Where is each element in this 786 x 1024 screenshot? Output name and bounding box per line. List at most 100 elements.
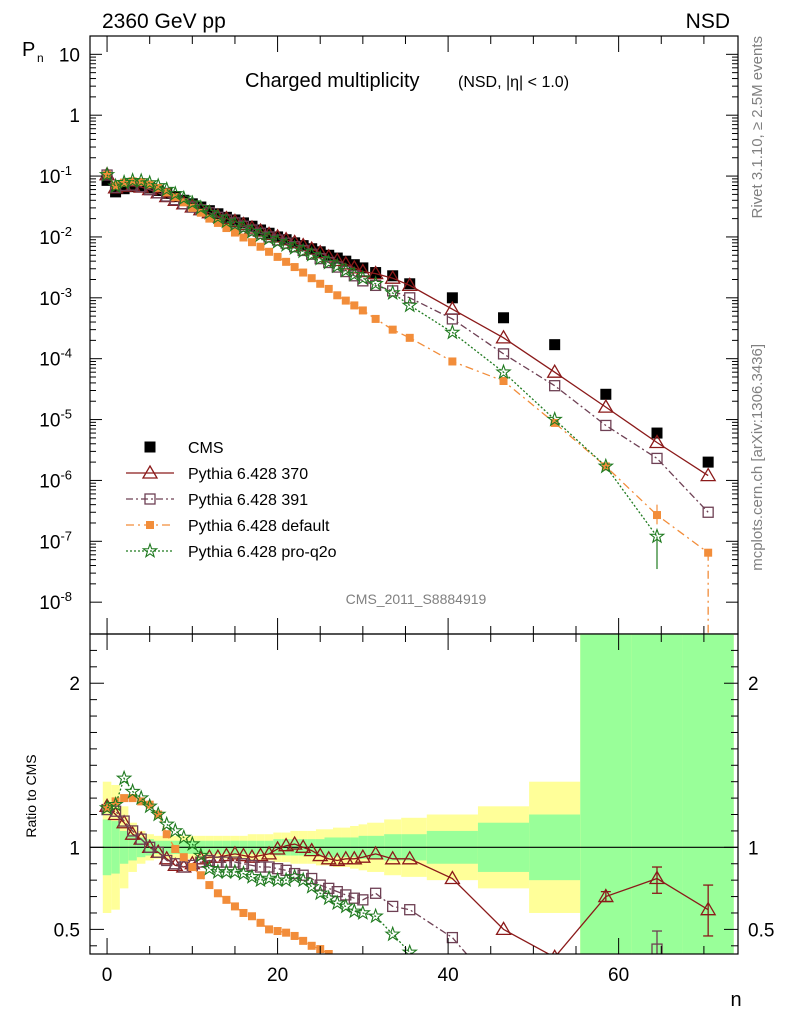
mc-point <box>98 166 116 182</box>
x-tick-label: 60 <box>608 965 629 986</box>
x-tick-label: 40 <box>438 965 459 986</box>
y-tick-label: 10-8 <box>39 589 72 614</box>
mc-point <box>648 434 666 449</box>
data-point <box>357 262 369 274</box>
mc-point <box>328 257 346 274</box>
mc-point <box>426 953 427 954</box>
mc-point <box>196 871 205 880</box>
mc-point <box>337 261 354 278</box>
mc-point <box>256 918 265 927</box>
mc-point <box>144 493 156 505</box>
data-point <box>195 201 207 213</box>
mc-point <box>184 194 201 211</box>
mc-point <box>111 797 120 806</box>
mc-point <box>294 242 312 259</box>
mc-point <box>141 542 159 559</box>
mc-point <box>229 856 241 868</box>
ratio-series-pythia-6-428-pro-q2o <box>98 769 427 954</box>
data-point <box>118 183 130 195</box>
mc-point <box>107 796 124 812</box>
mc-point <box>237 858 250 870</box>
ratio-y-tick-label: 0.5 <box>54 920 80 941</box>
mc-point <box>320 889 337 906</box>
mc-point <box>358 306 367 315</box>
mc-point <box>101 169 113 181</box>
data-point <box>348 259 360 271</box>
mc-point <box>700 901 717 916</box>
mc-point <box>260 869 278 886</box>
data-point <box>229 214 241 226</box>
mc-point <box>306 872 318 885</box>
mc-point <box>218 212 235 229</box>
mc-point <box>196 208 205 217</box>
mc-point <box>448 357 457 366</box>
data-point <box>702 456 714 468</box>
mc-point <box>312 847 329 862</box>
mc-point <box>384 284 401 301</box>
mc-point <box>367 907 384 924</box>
mc-point <box>651 452 663 465</box>
y-tick-label: 10-1 <box>39 163 72 188</box>
data-point <box>237 217 249 229</box>
mc-point <box>384 850 401 865</box>
y-tick-label: 10-6 <box>39 467 72 492</box>
mc-point <box>469 957 479 967</box>
data-point <box>255 224 267 236</box>
main-axes: 10 1 10-1 10-2 10-3 10-4 10-5 10-6 10-7 10-8 <box>39 35 739 635</box>
mc-point <box>141 797 158 814</box>
series-pythia-6-428-default <box>103 170 713 557</box>
series-pythia-6-428-pro-q2o <box>98 166 666 544</box>
mc-point <box>401 850 418 865</box>
data-point <box>498 312 510 324</box>
legend-label: Pythia 6.428 pro-q2o <box>188 544 337 561</box>
mc-point <box>161 854 173 867</box>
mc-point <box>597 888 614 903</box>
legend-label: Pythia 6.428 391 <box>188 492 308 509</box>
mc-point <box>243 868 261 884</box>
mc-point <box>307 941 316 950</box>
mc-point <box>222 224 231 233</box>
y-tick-label: 10-3 <box>39 285 72 310</box>
main-title: Charged multiplicity <box>245 70 420 92</box>
data-point <box>651 427 663 439</box>
mc-point <box>184 835 201 852</box>
mc-point <box>280 864 292 876</box>
mc-point <box>120 794 129 803</box>
mc-point <box>273 252 282 261</box>
mc-point <box>179 198 188 207</box>
mc-point <box>303 842 320 857</box>
mc-point <box>213 218 222 227</box>
mc-point <box>230 228 239 237</box>
mc-point <box>166 185 184 201</box>
mc-point <box>235 847 252 862</box>
mc-point <box>546 410 563 427</box>
mc-point <box>600 419 612 432</box>
mc-point <box>150 177 167 193</box>
mc-point <box>404 904 416 916</box>
mc-point <box>320 253 338 270</box>
legend-label: Pythia 6.428 default <box>188 518 330 535</box>
mc-point <box>342 960 350 968</box>
mc-point <box>367 845 384 860</box>
mc-point <box>269 233 286 249</box>
mc-point <box>337 850 354 865</box>
mc-point <box>320 850 337 865</box>
ratio-y-tick-label-right: 2 <box>748 674 759 695</box>
mc-point <box>294 871 312 888</box>
mc-point <box>175 189 192 206</box>
mc-point <box>546 363 563 378</box>
mc-point <box>444 323 461 340</box>
mc-point <box>256 242 265 251</box>
mc-point <box>222 895 231 904</box>
mcplots-credit-text: mcplots.cern.ch [arXiv:1306.3436] <box>749 344 766 571</box>
mc-point <box>188 203 197 212</box>
mc-point <box>171 844 180 853</box>
ratio-frame <box>89 633 739 955</box>
series-line <box>106 174 709 477</box>
mc-point <box>401 943 419 954</box>
ratio-y-tick-label: 1 <box>69 838 80 859</box>
mc-point <box>135 833 147 845</box>
mc-point <box>169 858 181 870</box>
